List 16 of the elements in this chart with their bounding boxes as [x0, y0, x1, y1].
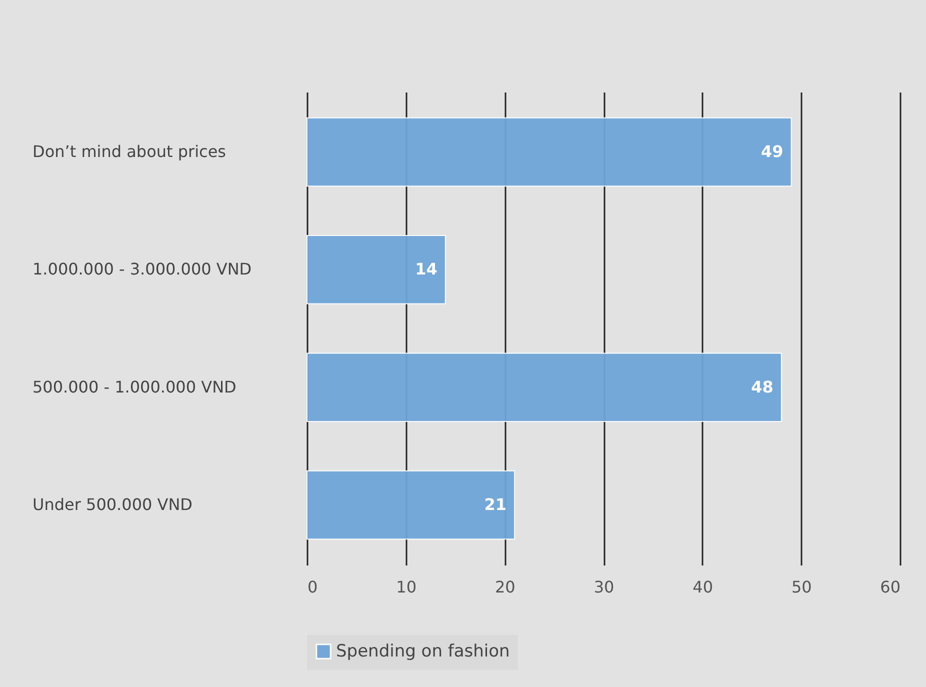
x-tick-label: 60: [880, 578, 900, 596]
x-tick-label: 40: [692, 578, 714, 596]
data-label: 48: [751, 377, 774, 396]
y-tick-label: 1.000.000 - 3.000.000 VND: [32, 260, 252, 279]
legend-label: Spending on fashion: [336, 642, 510, 662]
data-label: 49: [761, 142, 784, 162]
y-tick-label: Don’t mind about prices: [32, 142, 226, 162]
data-label: 21: [484, 494, 507, 514]
y-tick-label: 500.000 - 1.000.000 VND: [32, 377, 236, 396]
y-tick-label: Under 500.000 VND: [32, 494, 192, 514]
x-tick-label: 10: [396, 578, 417, 596]
data-label: 14: [415, 260, 438, 279]
x-tick-label: 0: [308, 578, 318, 596]
x-tick-label: 30: [594, 578, 614, 596]
x-tick-label: 20: [494, 578, 516, 596]
x-tick-label: 50: [791, 578, 812, 596]
